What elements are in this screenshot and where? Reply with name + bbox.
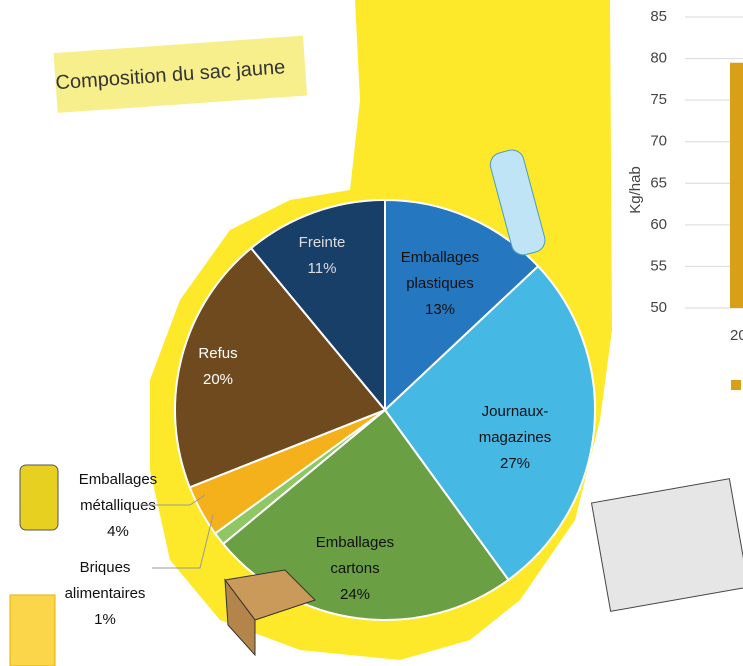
pie-slice bbox=[221, 408, 510, 621]
y-tick-label: 75 bbox=[650, 91, 667, 108]
pie bbox=[174, 198, 596, 621]
leader-line bbox=[140, 494, 206, 506]
leader-line bbox=[152, 514, 214, 569]
legend-swatch bbox=[731, 380, 741, 390]
pie-slice bbox=[249, 198, 386, 413]
carton-icon bbox=[9, 594, 56, 666]
y-tick-label: 70 bbox=[650, 133, 667, 150]
slice-value-label: 24% bbox=[340, 586, 370, 603]
y-tick-label: 50 bbox=[650, 299, 667, 316]
slice-value-label: 1% bbox=[94, 611, 116, 628]
slice-value-label: 4% bbox=[107, 523, 129, 540]
slice-value-label: 13% bbox=[425, 301, 455, 318]
slice-label: Freinte bbox=[299, 234, 346, 251]
y-tick-label: 55 bbox=[650, 257, 667, 274]
slice-value-label: 11% bbox=[308, 260, 337, 277]
can-icon bbox=[19, 464, 59, 531]
y-tick-label: 65 bbox=[650, 174, 667, 191]
slice-label: Emballages plastiques bbox=[401, 249, 479, 292]
y-tick-label: 80 bbox=[650, 50, 667, 67]
bar bbox=[730, 62, 743, 308]
y-tick-label: 85 bbox=[650, 8, 667, 25]
slice-label: Briques alimentaires bbox=[65, 559, 146, 602]
pie-slice bbox=[384, 198, 540, 413]
slice-value-label: 20% bbox=[203, 371, 233, 388]
newspaper-icon bbox=[590, 478, 743, 612]
slice-value-label: 27% bbox=[500, 455, 530, 472]
slice-label: Emballages cartons bbox=[316, 534, 394, 577]
sticky-note: Composition du sac jaune bbox=[53, 35, 308, 113]
box-icon bbox=[224, 569, 316, 657]
slice-label: Emballages métalliques bbox=[79, 471, 157, 514]
pie-slice bbox=[383, 264, 596, 582]
bottle-icon bbox=[489, 149, 546, 256]
y-axis-label: Kg/hab bbox=[627, 166, 644, 214]
x-tick-label: 20 bbox=[730, 327, 743, 344]
y-tick-label: 60 bbox=[650, 216, 667, 233]
slice-label: Journaux-magazines bbox=[479, 403, 552, 446]
pie-slice bbox=[174, 246, 387, 489]
slice-label: Refus bbox=[198, 345, 237, 362]
